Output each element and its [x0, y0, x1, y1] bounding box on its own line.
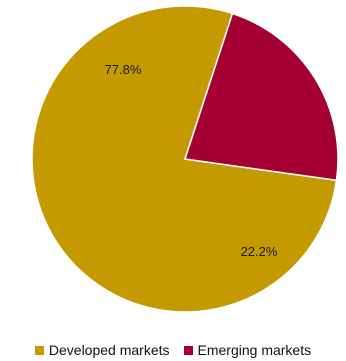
legend-label-emerging-markets: Emerging markets: [197, 342, 312, 358]
legend-item-developed-markets: Developed markets: [34, 342, 170, 358]
legend: Developed markets Emerging markets: [0, 340, 346, 360]
legend-item-emerging-markets: Emerging markets: [183, 342, 312, 358]
slice-label-emerging-markets: 22.2%: [241, 244, 278, 259]
legend-swatch-developed-markets: [34, 345, 44, 355]
legend-label-developed-markets: Developed markets: [48, 342, 170, 358]
slice-label-developed-markets: 77.8%: [105, 62, 142, 77]
pie-slice-emerging-markets: [184, 12, 339, 182]
slice-labels: 77.8% 22.2%: [105, 62, 278, 259]
pie-slices: [31, 5, 339, 313]
legend-swatch-emerging-markets: [183, 345, 193, 355]
